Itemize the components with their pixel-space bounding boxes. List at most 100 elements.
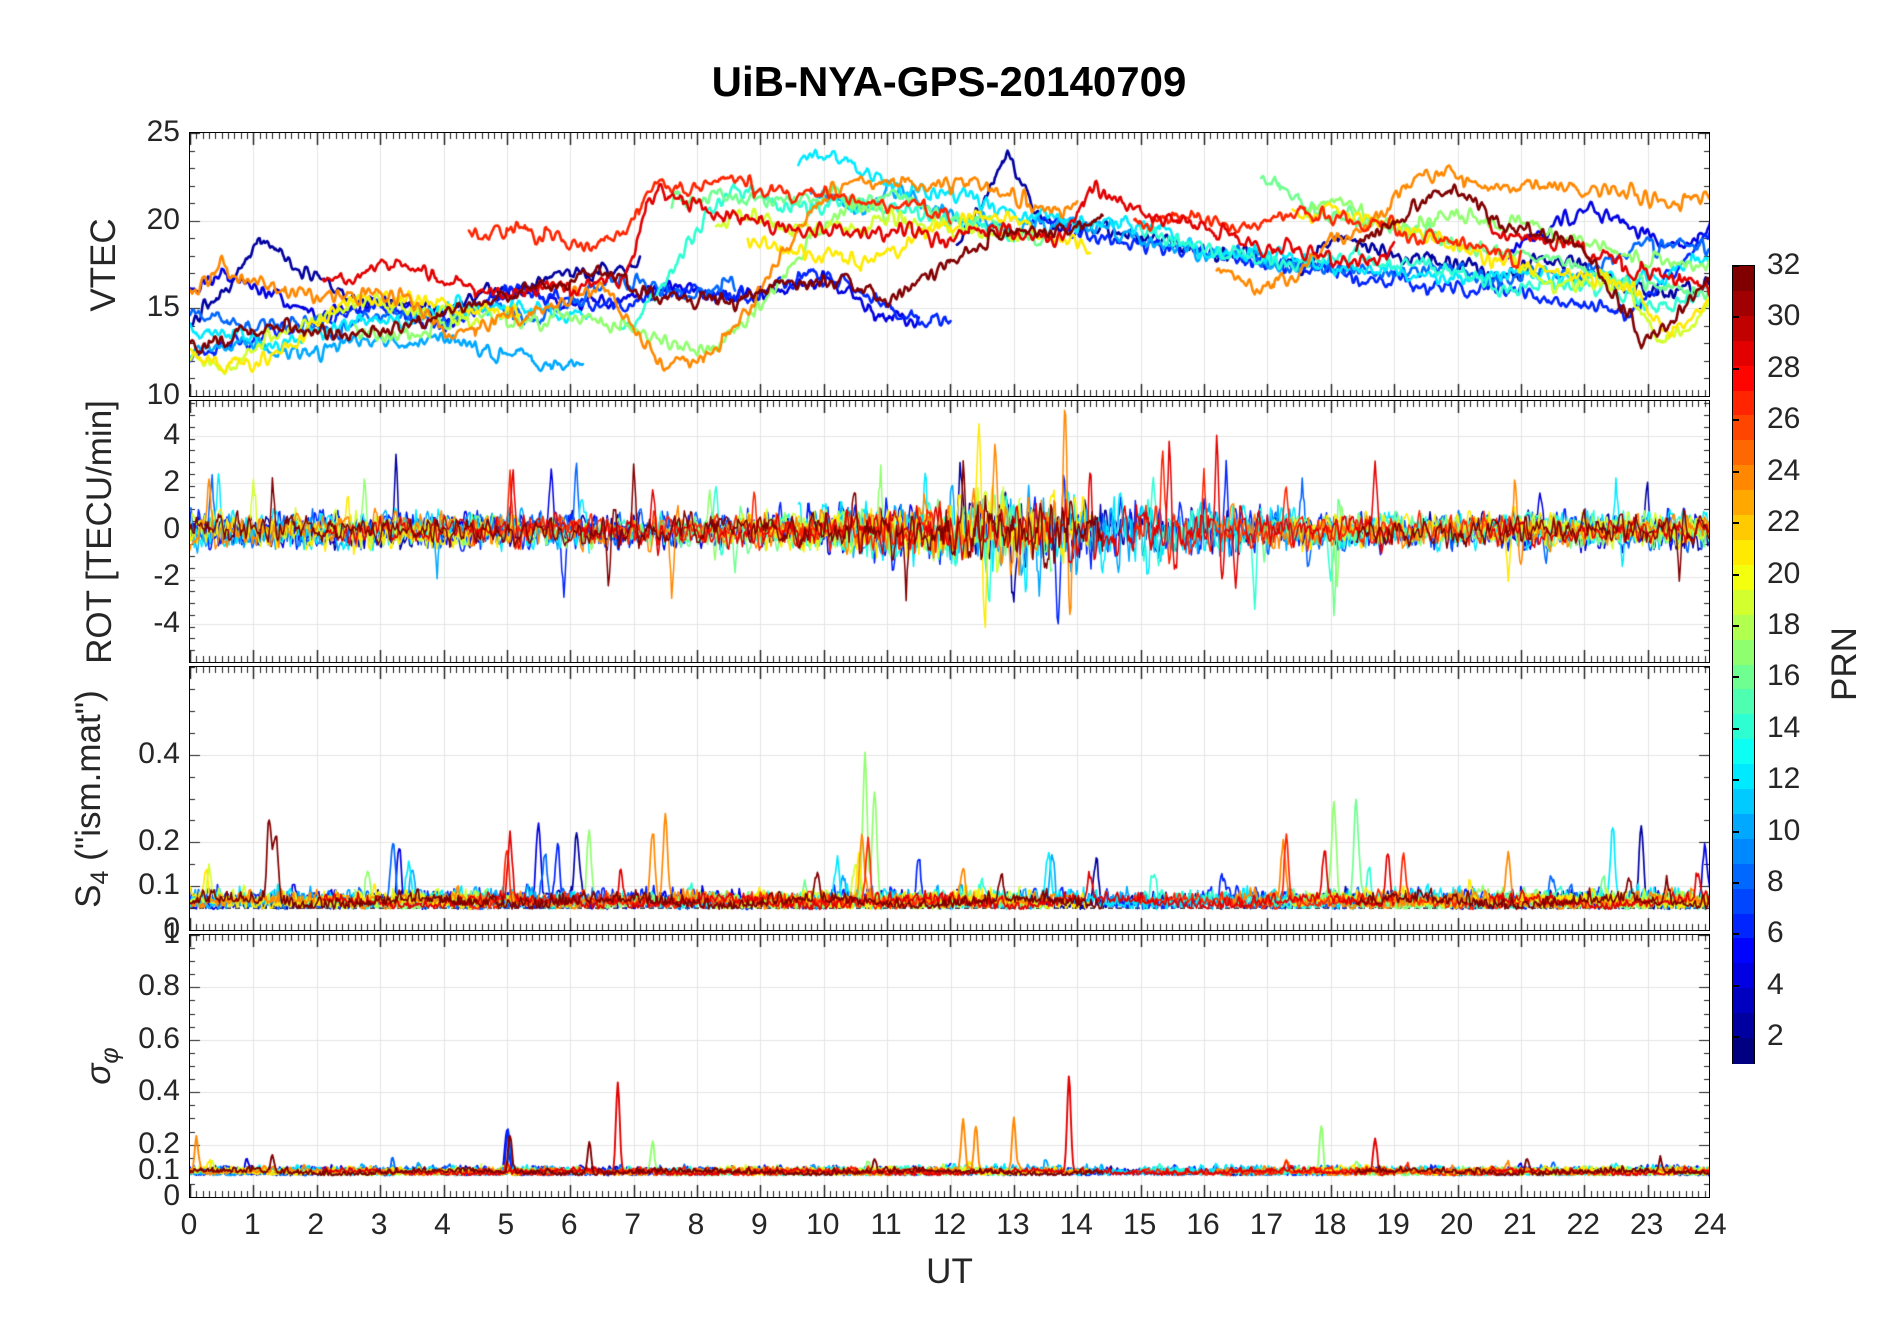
x-tick-label: 4: [434, 1208, 451, 1241]
colorbar-tick: [1732, 624, 1739, 627]
y-tick-label: 0: [163, 1179, 180, 1212]
y-tick-label: 0.4: [138, 736, 180, 770]
y-axis-label-s4: S4 ("ism.mat"): [69, 689, 114, 908]
x-tick-label: 15: [1122, 1208, 1157, 1241]
colorbar-band: [1733, 639, 1754, 665]
x-tick-label: 16: [1186, 1208, 1220, 1241]
colorbar-tick: [1732, 676, 1739, 679]
y-tick-label: 15: [146, 290, 180, 324]
y-tick-label: 0.8: [138, 969, 180, 1003]
x-tick-label: 7: [624, 1208, 641, 1241]
colorbar-tick-label: 18: [1767, 607, 1801, 641]
colorbar-band: [1733, 764, 1754, 790]
colorbar-band: [1733, 365, 1754, 392]
colorbar-tick-label: 8: [1767, 865, 1784, 899]
s4-plot-canvas: [190, 667, 1709, 930]
y-tick-label: 0.1: [138, 1152, 180, 1186]
colorbar-tick: [1732, 779, 1739, 782]
y-tick-label: 0.2: [138, 824, 180, 858]
colorbar-tick-label: 2: [1767, 1019, 1784, 1053]
colorbar-band: [1733, 465, 1754, 491]
x-tick-label: 10: [806, 1208, 840, 1241]
colorbar-band: [1733, 440, 1754, 466]
y-tick-label: 10: [146, 378, 180, 411]
colorbar-band: [1733, 888, 1754, 915]
y-axis-label-rot: ROT [TECU/min]: [80, 399, 119, 664]
colorbar-tick: [1732, 367, 1739, 370]
y-tick-label: 1: [163, 917, 180, 950]
x-tick-label: 11: [870, 1208, 902, 1241]
colorbar-band: [1733, 614, 1754, 641]
colorbar-tick: [1732, 984, 1739, 987]
colorbar-band: [1733, 266, 1754, 292]
y-tick-label: 25: [146, 115, 180, 148]
y-tick-label: 0: [163, 512, 180, 546]
x-tick-label: 23: [1629, 1208, 1664, 1241]
x-tick-label: 14: [1059, 1208, 1093, 1241]
y-tick-label: -4: [153, 606, 180, 640]
colorbar-band: [1733, 963, 1754, 989]
colorbar-tick: [1732, 727, 1739, 730]
colorbar-band: [1733, 315, 1754, 342]
x-tick-label: 5: [497, 1208, 515, 1241]
panel-s4: [189, 666, 1710, 931]
colorbar-band: [1733, 813, 1754, 840]
colorbar-band: [1733, 739, 1754, 765]
colorbar-band: [1733, 290, 1754, 317]
x-tick-label: 13: [996, 1208, 1030, 1241]
x-tick-label: 12: [932, 1208, 967, 1241]
y-tick-label: 2: [163, 465, 180, 499]
y-axis-label-vtec: VTEC: [84, 217, 123, 312]
y-tick-label: 0.2: [138, 1126, 180, 1160]
panel-rot: [189, 400, 1710, 663]
colorbar-tick-label: 24: [1767, 453, 1801, 487]
colorbar-tick: [1732, 265, 1739, 267]
colorbar-band: [1733, 789, 1754, 815]
x-tick-label: 22: [1566, 1208, 1600, 1241]
colorbar-tick-label: 32: [1767, 248, 1801, 281]
colorbar-tick: [1732, 882, 1739, 885]
colorbar-tick-label: 10: [1767, 813, 1801, 847]
panel-sigma-phi: [189, 934, 1710, 1198]
colorbar-tick-label: 16: [1767, 659, 1801, 693]
colorbar-band: [1733, 1038, 1754, 1064]
colorbar-tick-label: 28: [1767, 350, 1801, 384]
colorbar-band: [1733, 689, 1754, 715]
y-tick-label: 20: [146, 202, 180, 236]
colorbar-band: [1733, 988, 1754, 1014]
vtec-plot-canvas: [190, 133, 1709, 396]
colorbar-tick: [1732, 830, 1739, 833]
x-tick-label: 9: [751, 1208, 768, 1241]
colorbar-tick-label: 22: [1767, 505, 1801, 539]
colorbar-tick: [1732, 933, 1739, 936]
x-tick-label: 24: [1693, 1208, 1727, 1241]
colorbar-band: [1733, 838, 1754, 865]
x-tick-label: 3: [370, 1208, 388, 1241]
colorbar-tick: [1732, 522, 1739, 525]
x-tick-label: 20: [1439, 1208, 1474, 1241]
x-tick-label: 21: [1503, 1208, 1537, 1241]
colorbar-tick-label: 4: [1767, 967, 1784, 1001]
x-tick-label: 1: [244, 1208, 261, 1241]
colorbar-band: [1733, 664, 1754, 690]
colorbar-band: [1733, 564, 1754, 591]
colorbar-tick: [1732, 419, 1739, 422]
colorbar-tick: [1732, 573, 1739, 576]
sigma-phi-plot-canvas: [190, 935, 1709, 1197]
colorbar-band: [1733, 515, 1754, 541]
x-tick-label: 19: [1376, 1208, 1410, 1241]
colorbar-band: [1733, 340, 1754, 367]
colorbar-tick-label: 12: [1767, 762, 1801, 796]
x-tick-label: 8: [687, 1208, 705, 1241]
colorbar-tick: [1732, 1036, 1739, 1039]
colorbar-band: [1733, 938, 1754, 964]
y-tick-label: -2: [153, 559, 180, 593]
panel-vtec: [189, 132, 1710, 397]
x-tick-label: 18: [1313, 1208, 1347, 1241]
y-tick-label: 0.6: [138, 1021, 180, 1055]
colorbar-tick: [1732, 470, 1739, 473]
colorbar-tick-label: 6: [1767, 916, 1784, 950]
colorbar-band: [1733, 589, 1754, 616]
x-tick-label: 0: [180, 1208, 198, 1241]
